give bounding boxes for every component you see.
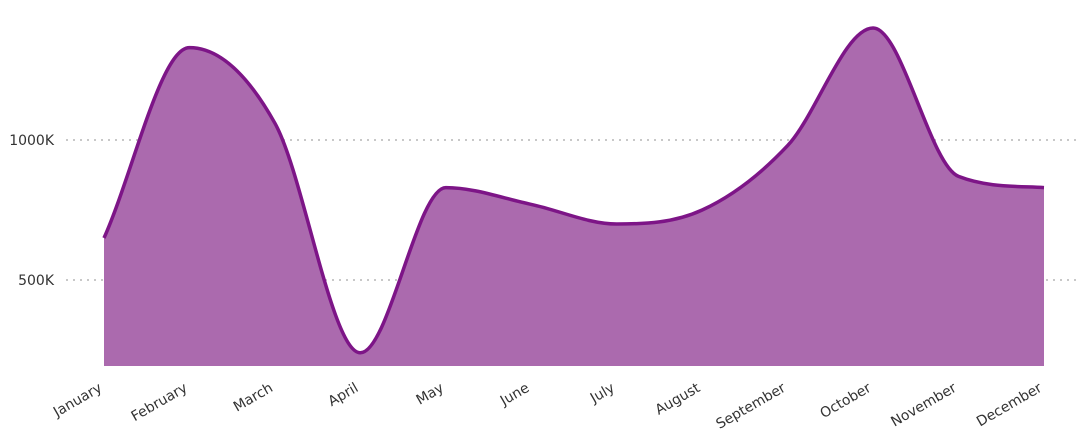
x-tick-label: February: [129, 380, 191, 425]
x-axis: January February March April May June July Augu…: [50, 380, 1045, 433]
x-tick-label: March: [231, 380, 276, 415]
x-tick-label: October: [817, 380, 874, 422]
x-tick-label: January: [50, 380, 105, 421]
x-tick-label: July: [587, 380, 618, 407]
y-tick-label: 500K: [18, 273, 55, 289]
x-tick-label: November: [888, 380, 959, 430]
series-area: [104, 28, 1044, 366]
y-axis: 500K 1000K: [9, 133, 55, 289]
x-tick-label: May: [414, 380, 447, 408]
y-tick-label: 1000K: [9, 133, 55, 149]
x-tick-label: August: [653, 380, 704, 419]
x-tick-label: December: [974, 380, 1045, 430]
x-tick-label: June: [497, 380, 532, 410]
series-line: [102, 26, 1045, 355]
x-tick-label: April: [326, 380, 362, 410]
x-tick-label: September: [714, 380, 789, 433]
